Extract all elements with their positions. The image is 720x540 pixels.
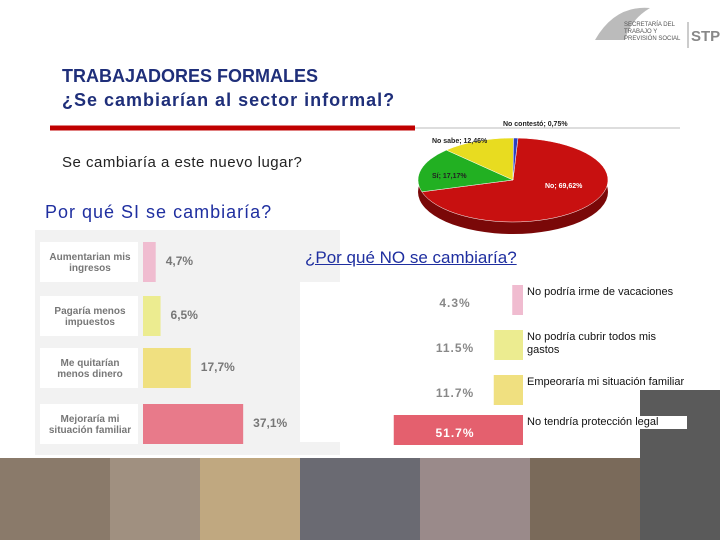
value-label: 4.3%: [439, 296, 470, 310]
category-label: No podría irme de vacaciones: [527, 286, 687, 299]
label-box: [40, 404, 138, 444]
category-label: No podría cubrir todos mis gastos: [527, 331, 687, 357]
bar: [512, 285, 523, 315]
pie-label: No sabe; 12,46%: [432, 138, 488, 145]
category-label: Aumentarian mis ingresos: [49, 251, 131, 275]
category-label: Empeoraría mi situación familiar: [527, 376, 687, 389]
photo: [530, 458, 640, 540]
photo-strip: [0, 390, 720, 540]
bar: [143, 296, 161, 336]
slide-subtitle: ¿Se cambiarían al sector informal?: [62, 90, 396, 110]
photo: [110, 458, 200, 540]
pie-label: Sí; 17,17%: [432, 173, 467, 180]
si-title: Por qué SI se cambiaría?: [45, 202, 273, 222]
label-box: [40, 242, 138, 282]
label-box: [40, 296, 138, 336]
pie-title: Se cambiaría a este nuevo lugar?: [62, 154, 303, 171]
bar: [143, 348, 191, 388]
label-box: [40, 348, 138, 388]
value-label: 37,1%: [253, 416, 287, 430]
value-label: 4,7%: [166, 254, 194, 268]
photo: [640, 390, 720, 540]
bar: [493, 375, 523, 405]
pie-slice: [512, 137, 519, 181]
bar: [494, 330, 523, 360]
category-label: Pagaría menos impuestos: [54, 305, 126, 329]
value-label: 11.5%: [436, 341, 474, 355]
pie-label: No contestó; 0,75%: [503, 121, 568, 128]
pie-slice: [421, 137, 609, 223]
photo: [420, 458, 530, 540]
category-label: No tendría protección legal: [527, 416, 687, 429]
pie-slice: [445, 137, 514, 181]
photo: [300, 458, 420, 540]
photo: [0, 458, 110, 540]
value-label: 51.7%: [435, 426, 474, 440]
logo-text: SECRETARÍA DEL TRABAJO Y PREVISIÓN SOCIA…: [624, 22, 681, 42]
bar: [393, 415, 523, 445]
bar: [143, 242, 156, 282]
no-title: ¿Por qué NO se cambiaría?: [305, 248, 517, 267]
logo-eagle: [595, 7, 650, 40]
photo: [200, 458, 300, 540]
pie-label: No; 69,62%: [545, 183, 583, 190]
category-label: Me quitarían menos dinero: [57, 357, 123, 381]
pie-slice: [417, 149, 514, 193]
category-label: Mejoraría mi situación familiar: [48, 413, 132, 437]
bar: [143, 404, 244, 444]
value-label: 11.7%: [436, 386, 474, 400]
slide-title: TRABAJADORES FORMALES: [62, 66, 319, 86]
value-label: 17,7%: [201, 360, 235, 374]
value-label: 6,5%: [171, 308, 199, 322]
